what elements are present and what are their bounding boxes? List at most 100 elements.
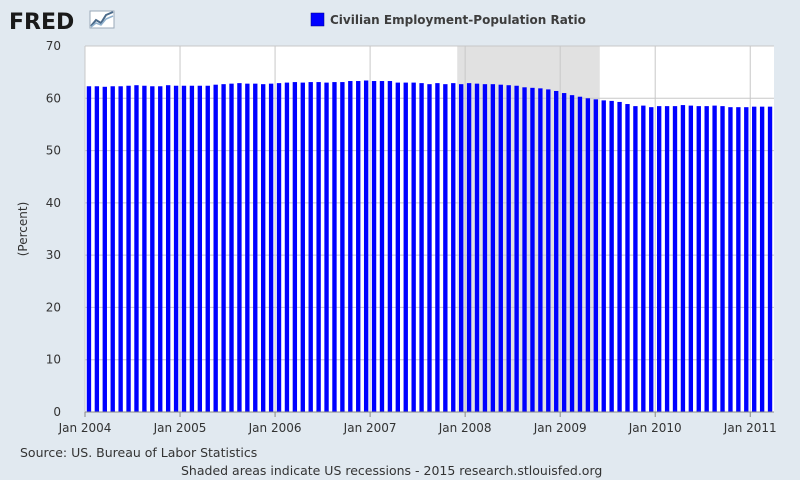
- bar: [173, 85, 179, 412]
- bar: [411, 82, 416, 412]
- bar: [474, 83, 480, 412]
- bar: [767, 106, 773, 412]
- bar: [514, 85, 519, 412]
- bar: [205, 85, 210, 412]
- x-tick-label: Jan 2009: [533, 421, 587, 435]
- bar: [316, 82, 321, 412]
- recession-shading: [457, 46, 600, 412]
- bar: [150, 86, 155, 412]
- logo-graph-icon: [89, 10, 115, 29]
- bar: [459, 84, 464, 412]
- bar: [94, 86, 100, 412]
- bar: [641, 105, 646, 412]
- bar: [284, 82, 290, 412]
- bar: [688, 105, 694, 412]
- y-axis-ticks: 0 10 20 30 40 50 60 70: [46, 39, 61, 419]
- bar: [530, 87, 535, 412]
- bar: [363, 80, 369, 412]
- bar: [736, 107, 741, 412]
- bar: [466, 83, 472, 412]
- bar: [253, 83, 258, 412]
- bar: [609, 100, 614, 413]
- bar: [395, 82, 400, 412]
- legend: Civilian Employment-Population Ratio: [310, 12, 586, 27]
- bar: [538, 88, 543, 412]
- recession-note: Shaded areas indicate US recessions - 20…: [181, 463, 602, 478]
- bar: [213, 84, 218, 412]
- bar: [324, 82, 329, 412]
- bar: [237, 83, 242, 412]
- bar: [451, 83, 456, 412]
- bar: [546, 89, 551, 412]
- bar: [134, 85, 139, 412]
- bar: [664, 106, 670, 412]
- bar: [165, 85, 171, 412]
- bar: [268, 83, 274, 412]
- bar: [482, 84, 488, 412]
- bar: [221, 84, 226, 412]
- bar: [419, 83, 424, 412]
- bar: [633, 106, 638, 412]
- bar: [276, 83, 282, 412]
- bar-series: [86, 80, 773, 413]
- bar: [229, 83, 234, 412]
- x-tick-label: Jan 2004: [58, 421, 112, 435]
- bar: [506, 85, 511, 412]
- bar: [245, 83, 250, 412]
- y-tick-label: 70: [46, 39, 61, 53]
- y-tick-label: 10: [46, 353, 61, 367]
- fred-logo: FRED: [9, 10, 115, 35]
- bar: [403, 82, 408, 412]
- bar: [387, 81, 393, 412]
- bar: [443, 84, 448, 412]
- bar: [261, 84, 266, 412]
- x-tick-label: Jan 2010: [628, 421, 682, 435]
- bar: [490, 84, 496, 412]
- bar: [340, 82, 345, 412]
- x-tick-label: Jan 2005: [153, 421, 207, 435]
- x-tick-label: Jan 2006: [248, 421, 302, 435]
- bar: [601, 100, 606, 413]
- legend-label: Civilian Employment-Population Ratio: [330, 13, 586, 27]
- bar: [498, 84, 503, 412]
- bar: [554, 90, 559, 413]
- bar: [158, 86, 163, 412]
- y-tick-label: 60: [46, 91, 61, 105]
- y-tick-label: 0: [53, 405, 61, 419]
- bar: [371, 81, 377, 412]
- bar: [118, 86, 123, 412]
- bar: [86, 86, 92, 412]
- bar: [728, 107, 733, 412]
- bar: [348, 81, 353, 412]
- recession-band-0: [457, 46, 600, 412]
- bar: [308, 82, 313, 412]
- bar: [569, 95, 575, 413]
- bar: [744, 107, 749, 412]
- y-tick-label: 40: [46, 196, 61, 210]
- bar: [110, 86, 115, 412]
- bar: [561, 93, 567, 413]
- bar: [752, 106, 757, 412]
- x-axis-ticks: Jan 2004 Jan 2005 Jan 2006 Jan 2007 Jan 2008…: [58, 412, 777, 435]
- bar: [577, 96, 583, 413]
- bar: [189, 85, 195, 412]
- bar: [427, 84, 432, 412]
- bar: [704, 106, 709, 412]
- bar: [712, 105, 717, 412]
- bar: [617, 101, 622, 413]
- bar: [181, 85, 187, 412]
- bar: [759, 106, 765, 412]
- bar: [142, 85, 147, 412]
- y-tick-label: 50: [46, 144, 61, 158]
- bar: [585, 98, 591, 413]
- bar: [379, 81, 385, 412]
- y-tick-label: 20: [46, 300, 61, 314]
- bar: [656, 106, 662, 412]
- y-tick-label: 30: [46, 248, 61, 262]
- bar: [522, 87, 527, 412]
- logo-text: FRED: [9, 10, 74, 35]
- x-tick-label: Jan 2007: [343, 421, 397, 435]
- bar: [649, 107, 654, 412]
- bar: [672, 106, 678, 412]
